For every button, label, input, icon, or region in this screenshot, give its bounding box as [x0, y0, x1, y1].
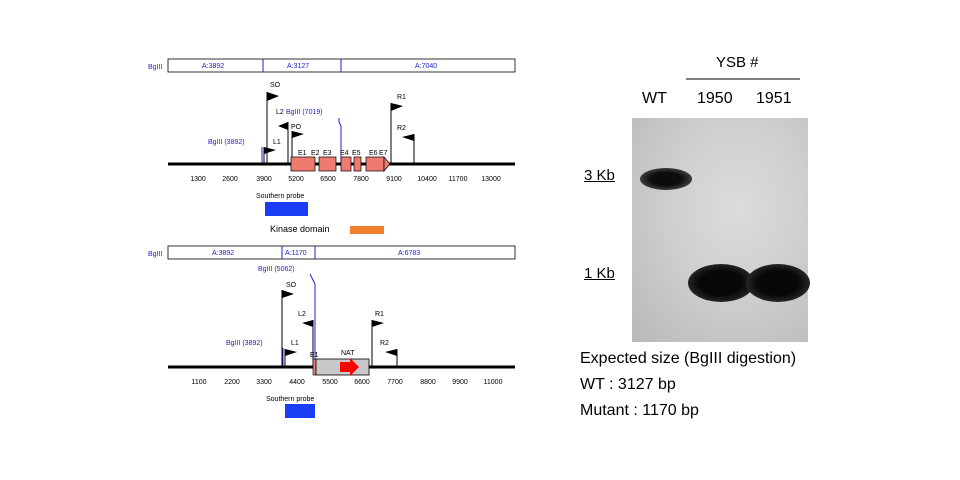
wt-po-label: PO: [291, 124, 302, 131]
mut-tick: 7700: [387, 379, 403, 386]
wt-exon-label: E7: [379, 150, 388, 157]
wt-exon: [365, 156, 385, 172]
wt-fragment-3: A:7040: [415, 63, 437, 70]
wt-exon: [318, 156, 337, 172]
wt-southern-probe: [265, 202, 308, 216]
wt-expected-size: WT : 3127 bp: [580, 376, 676, 393]
wt-bglii-right-label: BgIII (7019): [286, 109, 323, 116]
mutant-band-1950: [688, 264, 754, 302]
mut-fragment-bar: [167, 245, 516, 260]
wt-exon-label: E5: [352, 150, 361, 157]
wt-r2-label: R2: [397, 125, 406, 132]
wt-tick: 7800: [353, 176, 369, 183]
expected-size-title: Expected size (BgIII digestion): [580, 350, 797, 367]
wt-tick: 10400: [417, 176, 437, 183]
wt-bglii-right-line: [338, 118, 342, 164]
wt-exon-label: E1: [298, 150, 307, 157]
wt-exon-label: E2: [311, 150, 320, 157]
marker-3kb: 3 Kb: [584, 167, 615, 184]
wt-exon: [340, 156, 352, 172]
wt-exon-arrow: [383, 156, 391, 172]
nat-arrow: [340, 358, 359, 376]
wt-r2-flag: [402, 134, 414, 141]
wt-exon: [290, 156, 316, 172]
wt-exon-label: E3: [323, 150, 332, 157]
mut-l2-label: L2: [298, 311, 306, 318]
mut-so-label: SO: [286, 282, 297, 289]
mut-bglii-right-line: [309, 273, 316, 367]
wt-fragment-1: A:3892: [202, 63, 224, 70]
mut-e1-exon: [312, 358, 317, 376]
wt-l2-flag: [278, 122, 288, 130]
wt-enzyme-label: BgIII: [148, 64, 162, 71]
wt-tick: 5200: [288, 176, 304, 183]
mut-fragment-3: A:6783: [398, 250, 420, 257]
wt-po-flag: [292, 131, 304, 138]
wt-so-label: SO: [270, 82, 281, 89]
wt-exon: [353, 156, 362, 172]
mut-e1-label: E1: [310, 352, 319, 359]
nat-label: NAT: [341, 350, 355, 357]
mut-axis-ticks: 1100 2200 3300 4400 5500 6600 7700 8800 …: [191, 379, 502, 386]
mut-enzyme-label: BgIII: [148, 251, 162, 258]
wt-r1-label: R1: [397, 94, 406, 101]
wt-tick: 13000: [481, 176, 501, 183]
wt-band-3127: [640, 168, 692, 190]
wt-map: BgIII A:3892 A:3127 A:7040 SO L2 BgIII (…: [148, 58, 516, 216]
mut-probe-label: Southern probe: [266, 396, 314, 403]
wt-tick: 2600: [222, 176, 238, 183]
mut-r1-label: R1: [375, 311, 384, 318]
mut-tick: 1100: [191, 379, 206, 386]
wt-l1-label: L1: [273, 139, 281, 146]
wt-l2-label: L2: [276, 109, 284, 116]
mutant-band-1951: [746, 264, 810, 302]
wt-exon-label: E4: [340, 150, 349, 157]
mut-l2-flag: [302, 320, 313, 327]
wt-tick: 3900: [256, 176, 272, 183]
mut-tick: 2200: [224, 379, 240, 386]
wt-axis-ticks: 1300 2600 3900 5200 6500 7800 9100 10400…: [190, 176, 501, 183]
mut-bglii-left-label: BgIII (3892): [226, 340, 263, 347]
wt-l1-flag: [264, 147, 276, 154]
mut-r2-flag: [385, 349, 397, 356]
lane-label-1950: 1950: [697, 90, 733, 107]
mut-southern-probe: [285, 404, 315, 418]
lane-label-wt: WT: [642, 90, 667, 107]
wt-tick: 1300: [190, 176, 206, 183]
mut-tick: 5500: [322, 379, 338, 386]
mut-tick: 3300: [256, 379, 272, 386]
wt-tick: 6500: [320, 176, 336, 183]
mut-tick: 6600: [354, 379, 370, 386]
wt-tick: 9100: [386, 176, 402, 183]
wt-exon-label: E6: [369, 150, 378, 157]
lane-label-1951: 1951: [756, 90, 792, 107]
ysb-group-label: YSB #: [716, 54, 759, 71]
marker-1kb: 1 Kb: [584, 265, 615, 282]
mut-tick: 4400: [289, 379, 305, 386]
wt-fragment-2: A:3127: [287, 63, 309, 70]
mut-r1-flag: [372, 320, 384, 327]
mut-bglii-right-label: BgIII (5062): [258, 266, 295, 273]
wt-r1-flag: [391, 103, 403, 111]
wt-bglii-left-label: BgIII (3892): [208, 139, 245, 146]
mut-tick: 11000: [484, 379, 503, 386]
mut-tick: 9900: [452, 379, 468, 386]
mut-tick: 8800: [420, 379, 436, 386]
wt-probe-label: Southern probe: [256, 193, 304, 200]
kinase-domain-swatch: [350, 226, 384, 234]
mutant-expected-size: Mutant : 1170 bp: [580, 402, 699, 419]
mut-l1-flag: [285, 349, 297, 356]
kinase-domain-label: Kinase domain: [270, 224, 330, 234]
mut-so-flag: [282, 290, 294, 298]
wt-so-flag: [267, 92, 279, 101]
mut-fragment-1: A:3892: [212, 250, 234, 257]
wt-tick: 11700: [449, 176, 468, 183]
mut-l1-label: L1: [291, 340, 299, 347]
southern-blot-image: [632, 118, 810, 342]
mut-r2-label: R2: [380, 340, 389, 347]
mut-fragment-2: A:1170: [285, 250, 307, 257]
mutant-map: BgIII A:3892 A:1170 A:6783 BgIII (5062) …: [148, 245, 516, 418]
